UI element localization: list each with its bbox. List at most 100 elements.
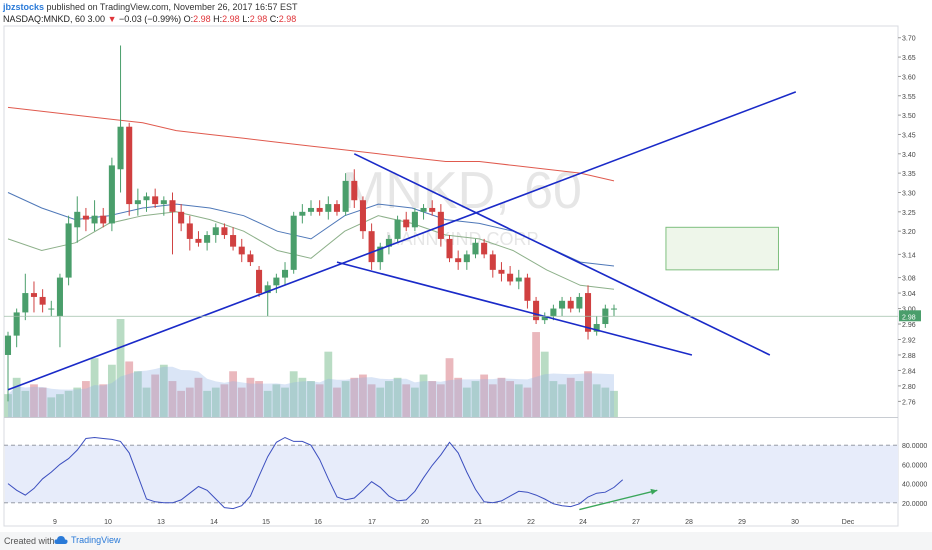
x-tick-label: 14 xyxy=(210,519,218,526)
volume-bar xyxy=(523,387,532,417)
candle-body xyxy=(610,308,618,310)
x-tick-label: 29 xyxy=(738,519,746,526)
x-tick-label: 17 xyxy=(368,519,376,526)
candle-body xyxy=(515,277,522,282)
candle-body xyxy=(65,223,72,278)
candle xyxy=(160,196,167,216)
candle xyxy=(13,308,20,348)
low-value: 2.98 xyxy=(249,14,268,24)
candle xyxy=(420,204,427,220)
volume-bar xyxy=(203,390,212,417)
candle-body xyxy=(541,316,548,321)
candle-body xyxy=(498,269,505,274)
candle-body xyxy=(333,204,341,212)
y-tick-label: 3.70 xyxy=(902,36,916,43)
open-label: O: xyxy=(183,14,194,24)
candle xyxy=(385,235,392,255)
publish-info: jbzstocks published on TradingView.com, … xyxy=(3,2,298,12)
y-tick-label: 3.20 xyxy=(902,229,916,236)
volume-bar xyxy=(289,371,298,417)
candle xyxy=(403,211,410,232)
candle xyxy=(152,188,159,208)
candle xyxy=(472,238,479,259)
y-tick-label: 3.35 xyxy=(902,171,916,178)
volume-bar xyxy=(480,374,489,417)
volume-bar xyxy=(359,374,367,417)
volume-bar xyxy=(575,381,584,417)
candle xyxy=(56,273,63,348)
x-tick-label: 30 xyxy=(791,519,799,526)
candle xyxy=(533,296,540,325)
candle xyxy=(22,273,29,321)
stoch-band xyxy=(5,445,898,503)
volume-bar xyxy=(514,384,523,417)
volume-bar xyxy=(610,390,618,417)
candle xyxy=(507,265,514,286)
candle-body xyxy=(559,300,566,309)
candle xyxy=(30,281,38,313)
candle-body xyxy=(39,296,46,305)
volume-bar xyxy=(229,371,237,417)
volume-bar xyxy=(298,377,307,417)
candle-body xyxy=(117,126,124,170)
candle-body xyxy=(533,300,540,321)
y-tick-label: 2.84 xyxy=(902,368,916,375)
candle xyxy=(238,238,245,263)
author-link[interactable]: jbzstocks xyxy=(3,2,45,12)
candle xyxy=(256,265,263,297)
candle-body xyxy=(342,180,349,212)
candle-body xyxy=(489,254,496,270)
y-tick-label: 3.40 xyxy=(902,152,916,159)
watermark-name: MANNKIND CORP xyxy=(385,229,538,249)
symbol-label[interactable]: NASDAQ:MNKD, 60 xyxy=(3,14,86,24)
high-label: H: xyxy=(213,14,223,24)
candle-body xyxy=(446,238,453,259)
support-trendline xyxy=(7,91,797,391)
candle xyxy=(143,192,150,212)
volume-bar xyxy=(4,394,12,417)
volume-bar xyxy=(21,390,30,417)
candle-body xyxy=(238,246,245,255)
x-tick-label: Dec xyxy=(842,519,855,526)
candle-body xyxy=(212,227,219,236)
volume-bar xyxy=(549,381,558,417)
x-tick-label: 13 xyxy=(157,519,165,526)
tradingview-logo[interactable]: TradingView xyxy=(54,534,121,546)
volume-bar xyxy=(445,358,454,417)
candle xyxy=(48,300,55,317)
candle xyxy=(299,204,306,224)
volume-bar xyxy=(64,390,73,417)
candle-body xyxy=(394,219,401,239)
candle-body xyxy=(204,235,211,243)
volume-bar xyxy=(497,377,506,417)
brand-name: TradingView xyxy=(71,535,121,545)
candle xyxy=(39,289,46,313)
candle-body xyxy=(108,165,115,224)
volume-bar xyxy=(142,387,151,417)
stoch-tick-label: 60.0000 xyxy=(902,462,927,469)
candle-body xyxy=(30,293,38,297)
candle xyxy=(4,331,12,402)
high-value: 2.98 xyxy=(222,14,240,24)
volume-bar xyxy=(133,371,142,417)
volume-bar xyxy=(376,387,385,417)
candle-body xyxy=(299,211,306,216)
candle xyxy=(463,250,470,270)
candle-body xyxy=(593,324,600,332)
volume-bar xyxy=(419,374,428,417)
candle-body xyxy=(411,211,418,228)
candle-body xyxy=(281,269,289,278)
candle xyxy=(455,250,462,270)
wedge-upper-line xyxy=(353,153,771,356)
volume-bar xyxy=(410,387,419,417)
x-tick-label: 27 xyxy=(632,519,640,526)
volume-bar xyxy=(159,364,168,417)
candle-body xyxy=(4,335,12,355)
volume-bar xyxy=(107,364,116,417)
candle-body xyxy=(126,126,133,205)
chart-canvas[interactable]: MNKD, 60 MANNKIND CORP 3.70 3.65 3.60 3.55 3… xyxy=(0,0,932,532)
candle-body xyxy=(429,207,436,212)
candle-body xyxy=(256,269,263,294)
candle xyxy=(550,304,557,321)
price-tag-label: 2.98 xyxy=(902,314,916,321)
